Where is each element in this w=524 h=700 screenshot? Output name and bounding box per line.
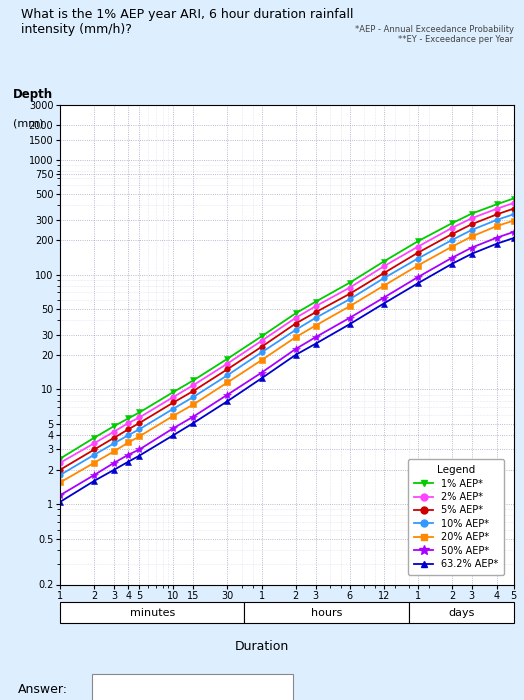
Bar — [92, 674, 293, 700]
Text: hours: hours — [311, 608, 342, 617]
Text: *AEP - Annual Exceedance Probability: *AEP - Annual Exceedance Probability — [355, 25, 514, 34]
Text: Duration: Duration — [235, 640, 289, 654]
Text: days: days — [448, 608, 474, 617]
Text: Depth: Depth — [13, 88, 53, 102]
Legend: 1% AEP*, 2% AEP*, 5% AEP*, 10% AEP*, 20% AEP*, 50% AEP*, 63.2% AEP*: 1% AEP*, 2% AEP*, 5% AEP*, 10% AEP*, 20%… — [408, 459, 504, 575]
Text: **EY - Exceedance per Year: **EY - Exceedance per Year — [398, 35, 514, 44]
Text: minutes: minutes — [129, 608, 175, 617]
Text: What is the 1% AEP year ARI, 6 hour duration rainfall
intensity (mm/h)?: What is the 1% AEP year ARI, 6 hour dura… — [20, 8, 353, 36]
Text: (mm): (mm) — [13, 119, 43, 129]
Text: Answer:: Answer: — [18, 683, 68, 696]
